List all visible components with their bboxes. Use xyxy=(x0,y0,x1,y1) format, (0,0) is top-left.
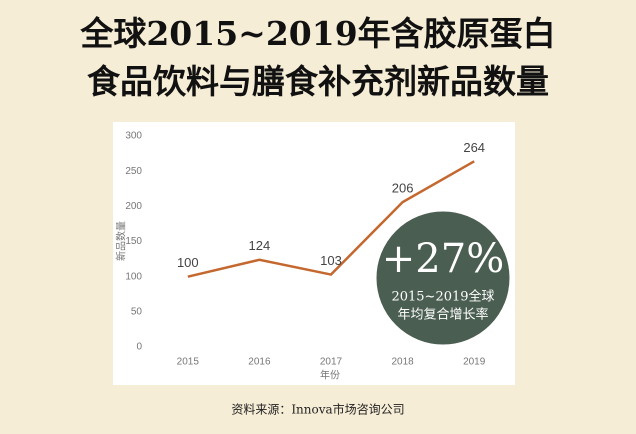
data-label: 100 xyxy=(177,255,199,270)
x-axis-title: 年份 xyxy=(320,369,340,382)
data-label: 124 xyxy=(249,238,271,253)
y-tick-label: 100 xyxy=(125,271,142,282)
chart-title: 全球2015~2019年含胶原蛋白 xyxy=(79,14,555,53)
data-label: 264 xyxy=(463,140,485,155)
x-tick-label: 2019 xyxy=(463,357,486,368)
y-tick-label: 250 xyxy=(125,166,142,177)
data-label: 206 xyxy=(392,181,414,196)
y-axis-title: 新品数量 xyxy=(115,221,128,261)
source-note: 资料来源：Innova市场咨询公司 xyxy=(231,402,404,417)
data-label: 103 xyxy=(320,253,342,268)
chart-title: 食品饮料与膳食补充剂新品数量 xyxy=(87,62,549,101)
annotation-text: 2015~2019全球 xyxy=(391,289,494,305)
y-tick-label: 150 xyxy=(125,236,142,247)
annotation-text: 年均复合增长率 xyxy=(397,307,488,323)
x-tick-label: 2018 xyxy=(391,357,414,368)
line-series xyxy=(187,160,475,278)
y-tick-label: 0 xyxy=(136,342,142,353)
x-tick-label: 2015 xyxy=(177,357,200,368)
y-tick-label: 200 xyxy=(125,201,142,212)
x-tick-label: 2016 xyxy=(248,357,271,368)
annotation-headline: +27% xyxy=(382,236,504,282)
y-tick-label: 300 xyxy=(125,131,142,142)
y-tick-label: 50 xyxy=(131,306,143,317)
highlight-circle xyxy=(373,208,513,348)
x-tick-label: 2017 xyxy=(320,357,343,368)
